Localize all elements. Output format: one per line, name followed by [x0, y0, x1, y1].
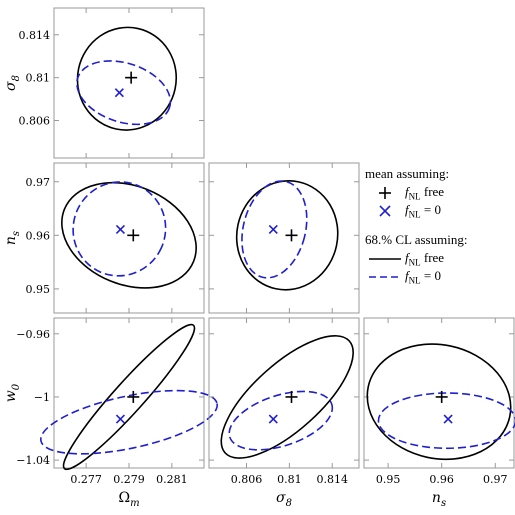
cross-marker-icon	[365, 203, 405, 219]
mean-marker-free	[125, 71, 138, 84]
y-axis-label: σ8	[3, 75, 22, 91]
legend-f: f	[405, 184, 409, 200]
dashed-line-icon	[365, 272, 405, 282]
plus-marker-icon	[365, 185, 405, 201]
legend-f3: f	[405, 250, 409, 266]
x-axis-label: Ωm	[118, 490, 139, 509]
mean-marker-zero	[115, 224, 125, 234]
ellipse-fnl-zero	[241, 180, 308, 279]
legend-free-text: free	[420, 184, 445, 200]
x-tick-label: 0.814	[316, 473, 348, 486]
legend-ci-zero: fNL = 0	[365, 268, 513, 286]
y-tick-label: −0.96	[16, 328, 50, 341]
panel-frame	[53, 162, 205, 314]
legend-nl2: NL	[408, 209, 421, 220]
x-tick-label: 0.281	[156, 473, 188, 486]
y-axis-label: ns	[3, 231, 22, 245]
mean-marker-free	[127, 390, 140, 403]
legend-f2: f	[405, 202, 409, 218]
x-tick-label: 0.806	[231, 473, 263, 486]
x-axis-label: σ8	[276, 490, 292, 509]
panel-s8-ns	[208, 162, 360, 314]
ellipse-fnl-zero	[40, 389, 218, 455]
ellipse-fnl-zero	[76, 60, 172, 126]
legend-nl3: NL	[408, 257, 421, 268]
x-tick-label: 0.96	[429, 473, 454, 486]
x-tick-label: 0.95	[376, 473, 401, 486]
ellipse-fnl-zero	[377, 392, 515, 450]
panel-s8-w0	[208, 317, 360, 469]
mean-marker-zero	[443, 414, 453, 424]
mean-marker-free	[285, 229, 298, 242]
y-tick-label: −1	[34, 391, 50, 404]
panel-frame	[208, 317, 360, 469]
legend-ci-heading: 68.% CL assuming:	[365, 232, 468, 247]
legend-f4: f	[405, 268, 409, 284]
x-axis-label: ns	[432, 490, 446, 509]
ellipse-fnl-free	[61, 181, 197, 289]
mean-marker-zero	[115, 414, 125, 424]
legend-nl: NL	[408, 191, 421, 202]
panel-frame	[208, 162, 360, 314]
x-tick-label: 0.81	[277, 473, 302, 486]
legend-free-text2: free	[420, 250, 445, 266]
panel-ns-w0	[363, 317, 515, 469]
mean-marker-free	[435, 390, 448, 403]
y-tick-label: 0.814	[19, 29, 51, 42]
ellipse-fnl-free	[62, 323, 196, 471]
mean-marker-zero	[114, 88, 124, 98]
panel-frame	[363, 317, 515, 469]
x-tick-label: 0.277	[70, 473, 102, 486]
panel-frame	[53, 7, 205, 159]
legend-ci-free: fNL free	[365, 250, 513, 268]
panel-frame	[53, 317, 205, 469]
ellipse-fnl-zero	[72, 181, 167, 277]
legend-mean-free: fNL free	[365, 184, 513, 202]
mean-marker-zero	[268, 224, 278, 234]
panel-Om-ns	[53, 162, 205, 314]
y-tick-label: 0.96	[26, 229, 51, 242]
legend-mean-zero: fNL = 0	[365, 202, 513, 220]
legend-zero-text: = 0	[420, 202, 441, 218]
ellipse-fnl-zero	[228, 390, 334, 451]
y-tick-label: 0.81	[26, 72, 51, 85]
y-tick-label: 0.806	[19, 115, 51, 128]
ellipse-fnl-free	[76, 26, 178, 131]
y-tick-label: −1.04	[16, 454, 50, 467]
y-tick-label: 0.97	[26, 176, 51, 189]
ellipse-fnl-free	[235, 180, 339, 291]
panel-Om-w0	[40, 317, 218, 471]
solid-line-icon	[365, 254, 405, 264]
legend-mean-heading: mean assuming:	[365, 166, 450, 181]
mean-marker-free	[127, 229, 140, 242]
ellipse-fnl-free	[220, 335, 354, 459]
x-tick-label: 0.279	[113, 473, 145, 486]
legend: mean assuming: fNL free fNL = 0 68.% CL …	[365, 166, 513, 286]
ellipse-fnl-free	[366, 343, 512, 461]
y-tick-label: 0.95	[26, 283, 51, 296]
panel-Om-s8	[53, 7, 205, 159]
mean-marker-zero	[268, 414, 278, 424]
x-tick-label: 0.97	[483, 473, 508, 486]
legend-zero-text2: = 0	[420, 268, 441, 284]
y-axis-label: w0	[3, 383, 22, 402]
mean-marker-free	[285, 390, 298, 403]
legend-nl4: NL	[408, 275, 421, 286]
